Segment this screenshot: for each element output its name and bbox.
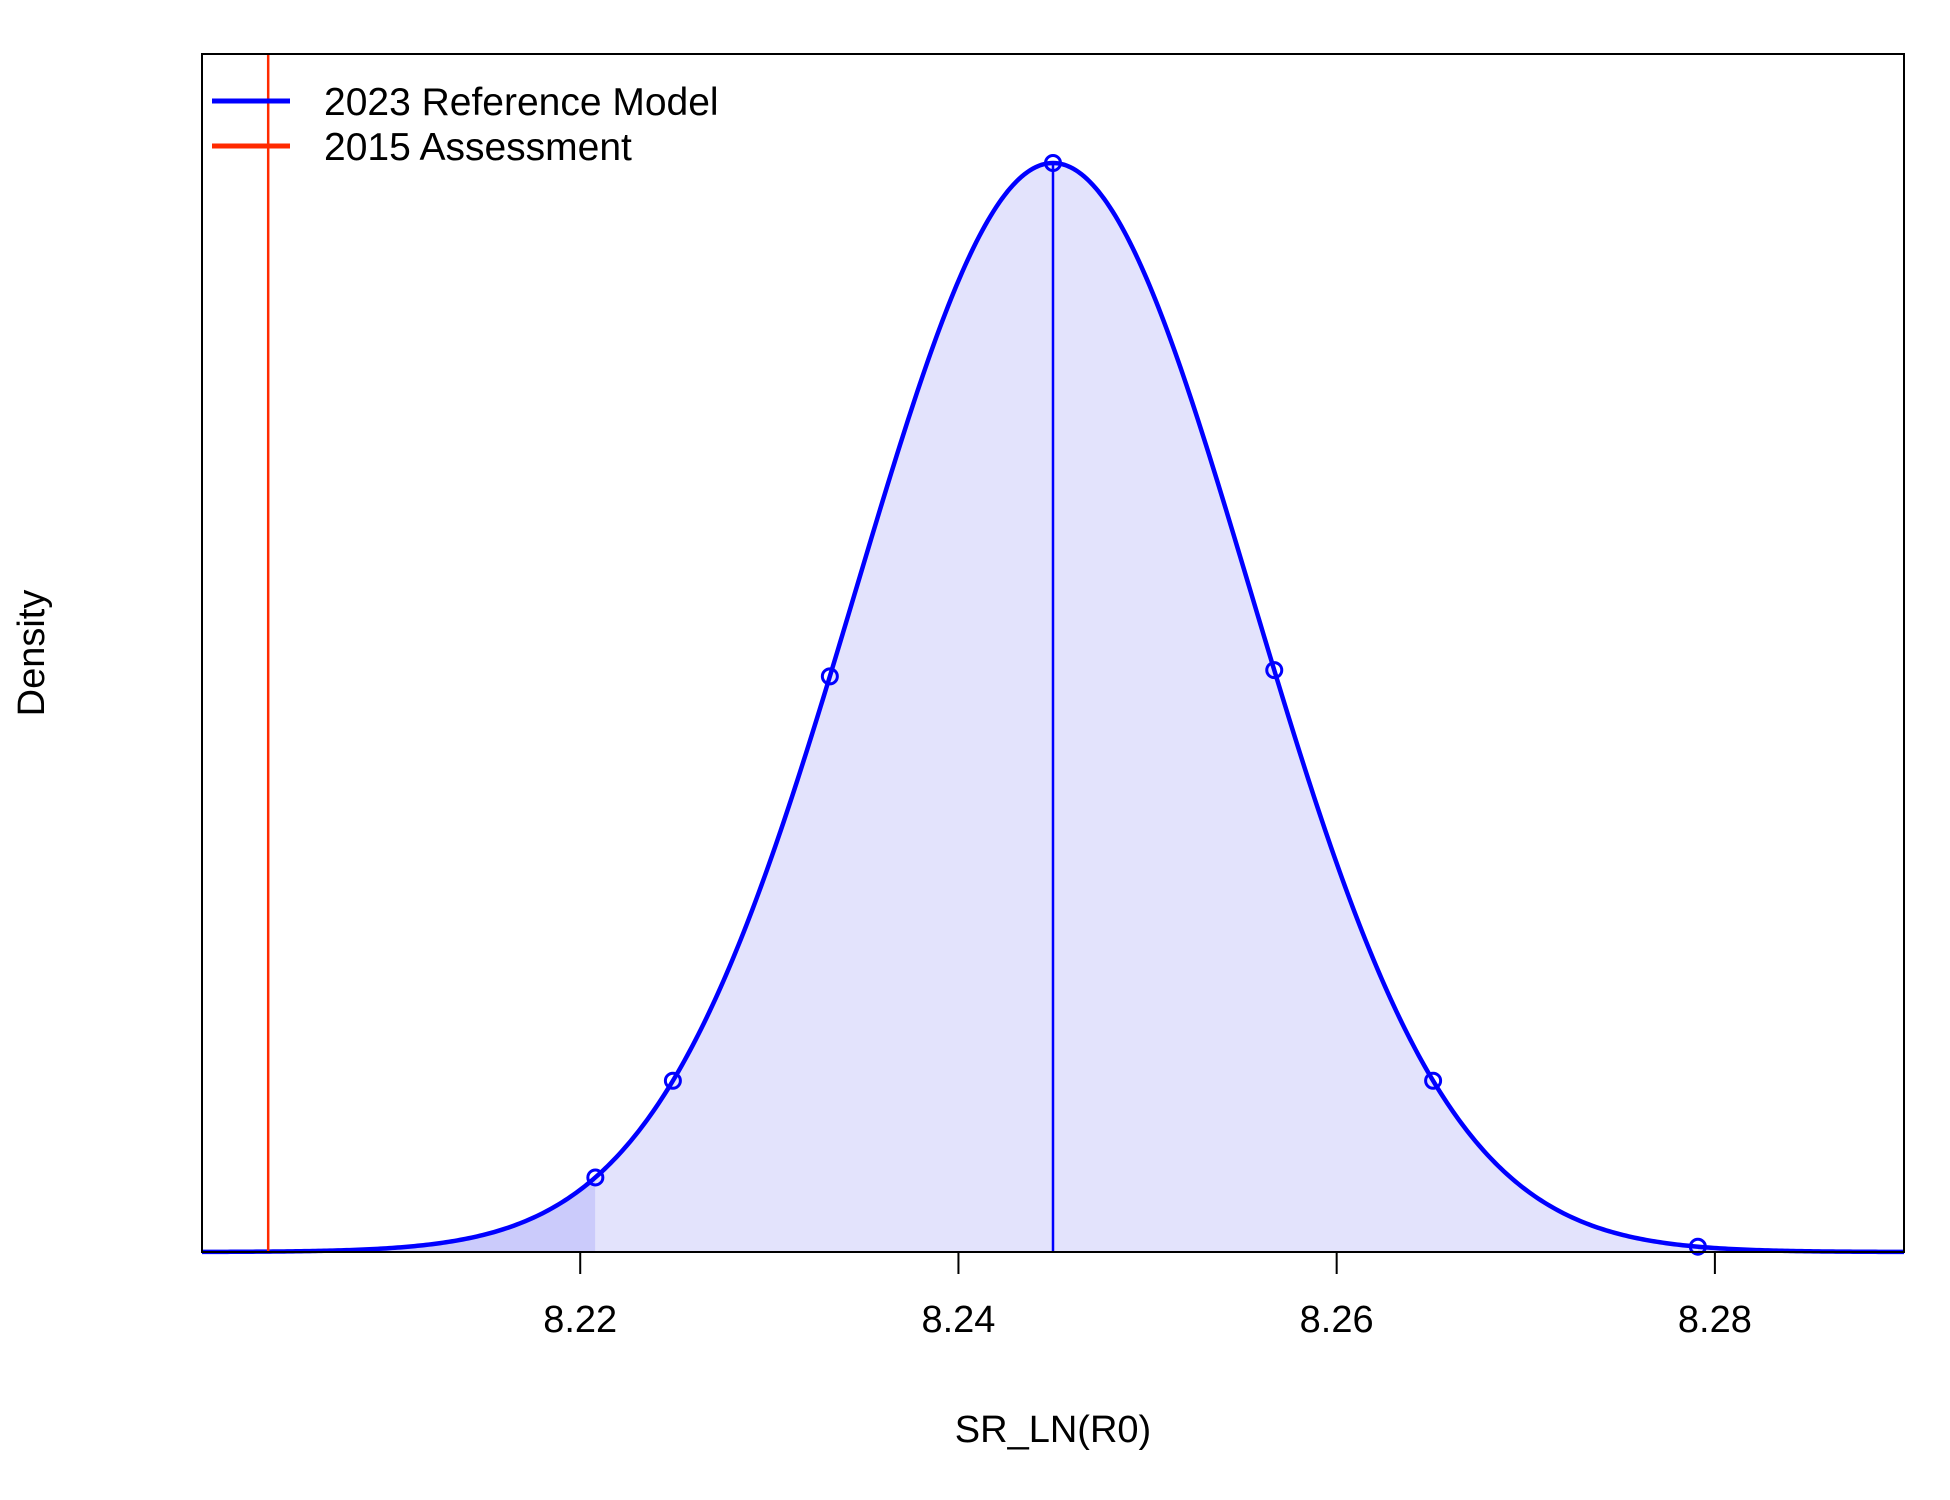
plot-frame xyxy=(201,53,1905,1253)
quantile-point-4 xyxy=(1265,661,1284,680)
quantile-point-5 xyxy=(1424,1071,1443,1090)
x-tick-label-0: 8.22 xyxy=(543,1299,617,1341)
x-tick-label-1: 8.24 xyxy=(921,1299,995,1341)
quantile-point-3 xyxy=(1044,154,1062,172)
legend-label-2015-assessment: 2015 Assessment xyxy=(324,126,632,169)
x-tick-label-3: 8.28 xyxy=(1678,1299,1752,1341)
quantile-point-2 xyxy=(820,667,839,686)
x-axis: 8.22 8.24 8.26 8.28 xyxy=(543,1252,1752,1341)
quantile-point-6 xyxy=(1688,1237,1707,1256)
x-axis-label: SR_LN(R0) xyxy=(955,1409,1151,1451)
quantile-point-1 xyxy=(663,1071,682,1090)
legend-label-reference-model: 2023 Reference Model xyxy=(324,81,719,124)
legend: 2023 Reference Model 2015 Assessment xyxy=(212,81,719,169)
y-axis-label: Density xyxy=(11,590,53,717)
x-tick-label-2: 8.26 xyxy=(1300,1299,1374,1341)
quantile-point-0 xyxy=(586,1168,605,1187)
density-curve xyxy=(201,160,1905,1255)
plot-area xyxy=(201,54,1905,1256)
interval-fill xyxy=(595,163,1698,1252)
